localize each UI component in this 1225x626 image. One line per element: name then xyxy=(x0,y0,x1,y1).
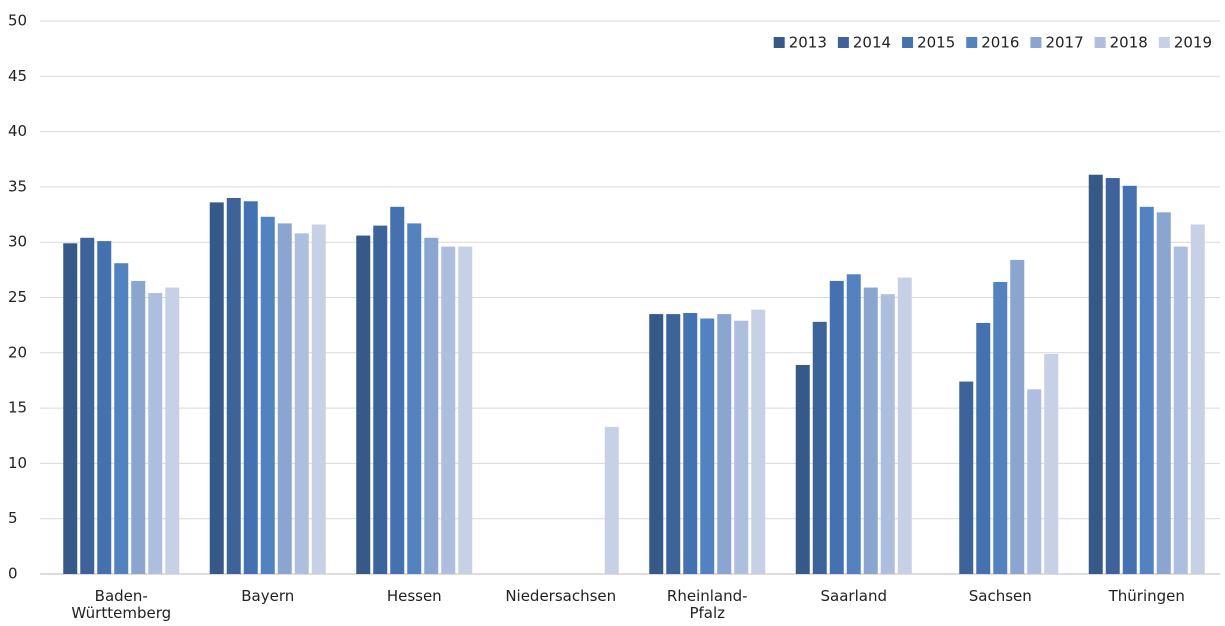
legend-label: 2017 xyxy=(1045,34,1083,52)
x-tick-label: Hessen xyxy=(386,587,442,605)
bar xyxy=(458,246,473,574)
bar xyxy=(63,243,78,574)
legend-swatch xyxy=(837,37,849,48)
bar xyxy=(666,314,681,574)
bar xyxy=(1027,389,1042,574)
bar xyxy=(226,197,241,574)
bar xyxy=(604,426,619,574)
x-tick-label: Bayern xyxy=(241,587,295,605)
x-tick-label: Saarland xyxy=(820,587,887,605)
x-tick-label: Baden- Württemberg xyxy=(71,587,172,622)
bar xyxy=(80,237,95,574)
legend-swatch xyxy=(1030,37,1042,48)
legend-label: 2015 xyxy=(917,34,955,52)
legend-swatch xyxy=(773,37,785,48)
y-tick-label: 0 xyxy=(8,565,18,583)
bar xyxy=(1105,178,1120,574)
bar xyxy=(1010,259,1025,574)
legend-label: 2013 xyxy=(789,34,827,52)
y-tick-label: 45 xyxy=(8,67,27,85)
bar xyxy=(441,246,456,574)
legend-label: 2019 xyxy=(1174,34,1212,52)
bar xyxy=(1173,246,1188,574)
bar xyxy=(165,287,180,574)
bar xyxy=(1088,174,1103,574)
bar xyxy=(260,216,275,574)
bar xyxy=(390,206,405,575)
x-tick-label: Niedersachsen xyxy=(505,587,617,605)
bar xyxy=(373,225,388,575)
bar xyxy=(97,241,112,574)
y-tick-label: 50 xyxy=(8,12,27,30)
bar xyxy=(1044,353,1059,574)
bar xyxy=(897,277,912,574)
legend-label: 2014 xyxy=(853,34,891,52)
bar xyxy=(1190,224,1205,574)
bar xyxy=(700,318,715,574)
bar xyxy=(683,312,698,574)
bar xyxy=(1139,206,1154,575)
bar xyxy=(993,282,1008,574)
bar xyxy=(407,223,422,574)
legend-label: 2018 xyxy=(1110,34,1148,52)
bar xyxy=(356,235,371,574)
bar xyxy=(148,293,163,574)
y-tick-label: 25 xyxy=(8,288,27,306)
bar xyxy=(424,237,439,574)
bar xyxy=(209,202,224,574)
y-tick-label: 10 xyxy=(8,454,27,472)
y-tick-label: 5 xyxy=(8,509,18,527)
y-tick-label: 40 xyxy=(8,122,27,140)
bar xyxy=(812,321,827,574)
y-tick-label: 20 xyxy=(8,343,27,361)
x-tick-label: Sachsen xyxy=(968,587,1032,605)
bar xyxy=(717,314,732,574)
bar xyxy=(976,322,991,574)
y-tick-label: 35 xyxy=(8,177,27,195)
bar xyxy=(734,320,749,574)
legend-swatch xyxy=(902,37,914,48)
bar xyxy=(114,263,129,574)
x-tick-label: Rheinland- Pfalz xyxy=(666,587,748,622)
y-tick-label: 30 xyxy=(8,233,27,251)
legend-swatch xyxy=(1158,37,1170,48)
bar xyxy=(131,280,146,574)
legend-swatch xyxy=(1094,37,1106,48)
legend-label: 2016 xyxy=(981,34,1019,52)
bar xyxy=(243,201,258,574)
x-tick-label: Thüringen xyxy=(1108,587,1185,605)
bar xyxy=(846,274,861,574)
bar xyxy=(863,287,878,574)
bar xyxy=(1122,185,1137,574)
bar xyxy=(880,294,895,574)
bar xyxy=(294,233,309,575)
bar xyxy=(959,381,974,574)
bar xyxy=(649,314,664,574)
bar xyxy=(795,364,810,574)
bar xyxy=(829,280,844,574)
y-tick-label: 15 xyxy=(8,399,27,417)
bar xyxy=(277,223,292,574)
legend-swatch xyxy=(966,37,978,48)
bar xyxy=(1156,212,1171,574)
bar xyxy=(311,224,326,574)
bar xyxy=(751,309,766,574)
